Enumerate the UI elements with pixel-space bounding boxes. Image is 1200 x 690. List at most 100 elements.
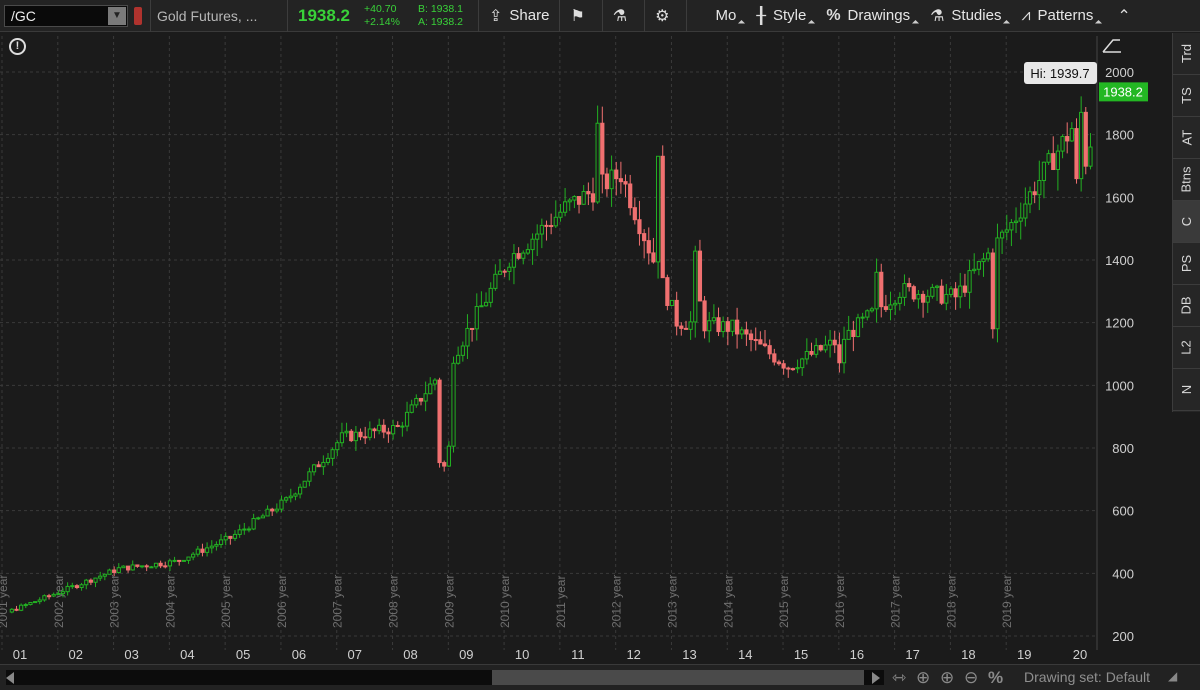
candle-body	[818, 345, 823, 351]
drawing-set-label[interactable]: Drawing set: Default	[1024, 669, 1151, 685]
tab-c[interactable]: C	[1173, 201, 1200, 243]
candle-body	[530, 238, 535, 251]
candle-body	[232, 533, 238, 539]
zoom-in-icon[interactable]: ⊕	[940, 668, 955, 687]
bid-ask: B: 1938.1 A: 1938.2	[408, 3, 478, 29]
candle-body	[330, 449, 335, 459]
candle-body	[795, 367, 800, 370]
collapse-button[interactable]: ⌃	[1103, 0, 1147, 32]
candle-body	[507, 266, 512, 272]
tab-label: C	[1178, 216, 1194, 227]
alert-icon[interactable]: !	[9, 38, 26, 55]
scroll-left-icon[interactable]	[6, 672, 14, 684]
scrollbar-thumb[interactable]	[492, 670, 864, 685]
candle-body	[772, 353, 777, 363]
studies-button[interactable]: ⚗ Studies	[920, 0, 1011, 32]
tab-ts[interactable]: TS	[1173, 75, 1200, 117]
y-tick-label: 200	[1112, 629, 1134, 644]
candle-body	[23, 604, 28, 607]
candle-body	[883, 306, 888, 310]
studies-label: Studies	[951, 7, 1002, 24]
percent-icon[interactable]: %	[988, 668, 1004, 687]
candle-body	[1004, 229, 1009, 233]
style-button[interactable]: ╂ Style	[746, 0, 816, 32]
chevron-up-icon: ⌃	[1117, 7, 1131, 25]
year-label: 2006 year	[275, 575, 289, 628]
candle-body	[386, 431, 391, 435]
candle-body	[297, 486, 303, 495]
tab-ps[interactable]: PS	[1173, 243, 1200, 285]
settings-button[interactable]: ⚙	[645, 0, 686, 32]
last-price: 1938.2	[298, 5, 350, 25]
candle-body	[349, 430, 354, 442]
candle-body	[776, 361, 782, 365]
candle-body	[651, 252, 656, 263]
candle-body	[525, 249, 530, 254]
symbol-description: Gold Futures, ...	[157, 7, 258, 24]
tab-at[interactable]: AT	[1173, 117, 1200, 159]
crosshair-icon[interactable]: ⊕	[916, 668, 931, 687]
tab-n[interactable]: N	[1173, 369, 1200, 411]
candle-body	[456, 354, 461, 364]
symbol-selector[interactable]: /GC ▼	[4, 4, 128, 27]
tab-label: DB	[1179, 296, 1194, 315]
link-color-icon[interactable]	[134, 6, 142, 25]
candle-body	[70, 585, 75, 588]
resize-grip-icon[interactable]: ◢	[1168, 669, 1178, 683]
candle-body	[381, 424, 386, 433]
candle-body	[167, 560, 173, 567]
scroll-right-icon[interactable]	[872, 672, 880, 684]
candle-body	[191, 553, 196, 558]
candle-body	[177, 559, 182, 562]
candle-body	[223, 535, 228, 541]
tab-db[interactable]: DB	[1173, 285, 1200, 327]
study-lab-button[interactable]: ⚗	[603, 0, 644, 32]
year-label: 2003 year	[108, 575, 122, 628]
candle-body	[353, 431, 358, 442]
chevron-down-icon[interactable]: ▼	[108, 6, 126, 25]
candle-body	[1065, 136, 1070, 142]
chart-background	[0, 32, 1170, 664]
year-label: 2013 year	[665, 575, 679, 628]
last-price-tag	[1099, 82, 1148, 102]
candle-body	[604, 173, 610, 190]
tab-label: N	[1178, 384, 1194, 395]
candle-body	[832, 339, 837, 346]
toolbar: /GC ▼ Gold Futures, ... 1938.2 +40.70 +2…	[0, 0, 1200, 32]
x-tick-label: 18	[961, 647, 975, 662]
x-tick-label: 16	[850, 647, 864, 662]
patterns-button[interactable]: ⩘ Patterns	[1011, 0, 1103, 32]
tab-l2[interactable]: L2	[1173, 327, 1200, 369]
alert-button[interactable]: ⚑	[560, 0, 601, 32]
candle-body	[93, 577, 98, 583]
candle-body	[144, 565, 149, 568]
candle-body	[228, 535, 233, 539]
tab-btns[interactable]: Btns	[1173, 159, 1200, 201]
candle-body	[860, 316, 865, 319]
x-tick-label: 05	[236, 647, 250, 662]
candle-body	[711, 317, 716, 322]
candle-body	[84, 579, 89, 586]
candle-body	[209, 545, 214, 549]
interval-button[interactable]: Mo	[687, 0, 746, 32]
candle-body	[1088, 146, 1093, 167]
candle-body	[204, 547, 210, 553]
candle-body	[363, 436, 368, 439]
candlestick-icon: ╂	[756, 7, 766, 25]
zoom-out-icon[interactable]: ⊖	[964, 668, 979, 687]
candle-body	[112, 569, 117, 573]
share-button[interactable]: ⇪ Share	[479, 0, 559, 32]
candle-body	[581, 191, 586, 205]
candle-body	[46, 595, 52, 598]
candle-body	[986, 252, 991, 260]
candle-body	[1027, 191, 1033, 205]
tab-trd[interactable]: Trd	[1173, 33, 1200, 75]
pan-icon[interactable]: ⇿	[892, 668, 907, 687]
candle-body	[972, 268, 977, 272]
drawings-button[interactable]: % Drawings	[816, 0, 920, 32]
candle-body	[74, 585, 80, 589]
candle-body	[460, 345, 465, 356]
candle-body	[646, 240, 651, 254]
